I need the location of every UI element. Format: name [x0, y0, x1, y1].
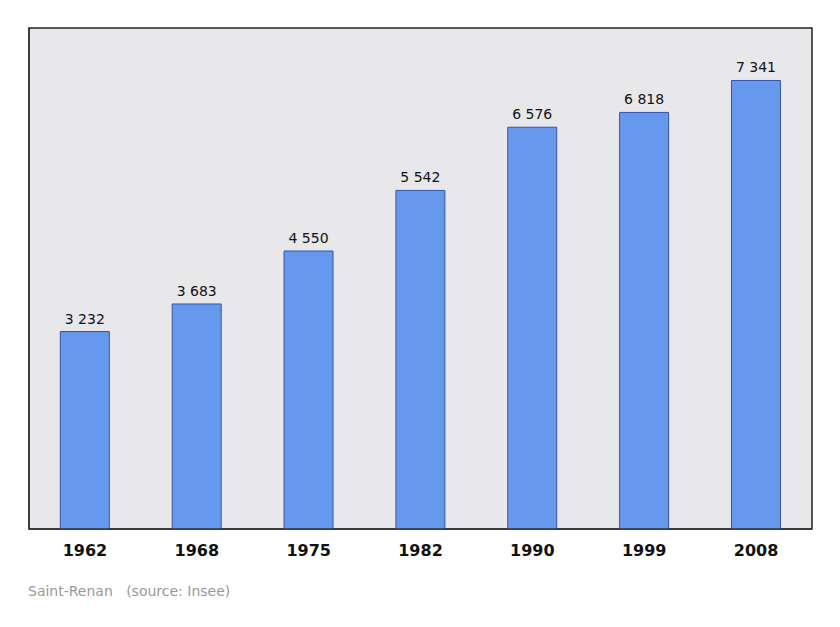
svg-text:3 232: 3 232 [65, 311, 105, 327]
svg-text:6 576: 6 576 [512, 106, 552, 122]
svg-text:1968: 1968 [175, 541, 220, 560]
svg-text:6 818: 6 818 [624, 91, 664, 107]
html-text:Saint-Renan (source: Insee): Saint-Renan (source: Insee) [28, 583, 231, 599]
svg-text:7 341: 7 341 [736, 59, 776, 75]
svg-text:2008: 2008 [734, 541, 779, 560]
svg-text:1982: 1982 [398, 541, 443, 560]
svg-text:1990: 1990 [510, 541, 555, 560]
svg-text:1975: 1975 [286, 541, 331, 560]
svg-text:1999: 1999 [622, 541, 667, 560]
svg-text:1962: 1962 [63, 541, 108, 560]
svg-text:5 542: 5 542 [400, 169, 440, 185]
svg-text:4 550: 4 550 [288, 230, 328, 246]
svg-text:3 683: 3 683 [177, 283, 217, 299]
